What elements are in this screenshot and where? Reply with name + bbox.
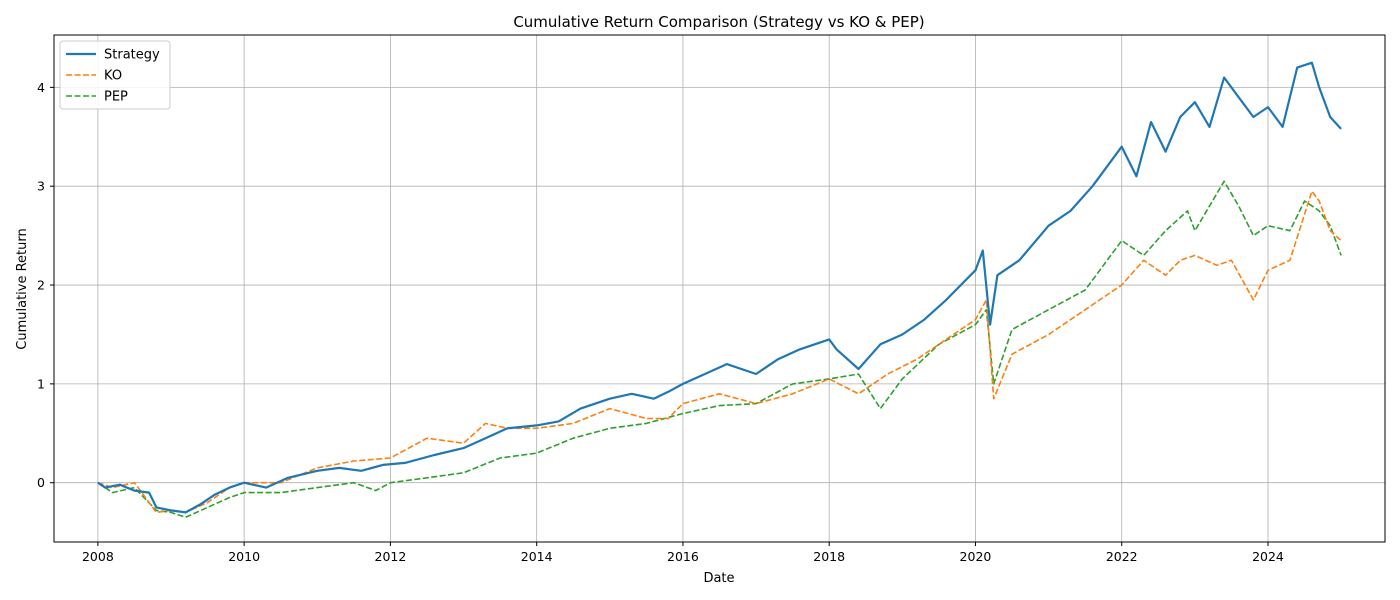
x-tick-label: 2020 (960, 549, 992, 564)
plot-frame (53, 34, 1386, 543)
legend-label-pep: PEP (104, 90, 128, 105)
legend-box (59, 40, 171, 110)
legend: Strategy KO PEP (59, 40, 171, 110)
x-tick-label: 2018 (813, 549, 845, 564)
x-tick-label: 2022 (1106, 549, 1138, 564)
series-lines (97, 61, 1342, 519)
x-tick-label: 2024 (1252, 549, 1284, 564)
y-tick-label: 2 (37, 278, 45, 293)
legend-label-strategy: Strategy (104, 48, 160, 63)
x-tick-label: 2014 (521, 549, 553, 564)
y-tick-label: 4 (37, 80, 45, 95)
chart-title: Cumulative Return Comparison (Strategy v… (513, 13, 924, 31)
legend-label-ko: KO (104, 69, 122, 84)
series-line-pep (97, 180, 1342, 519)
axis-ticks: 2008 2010 2012 2014 2016 2018 2020 2022 2024 0 1 2 3… (37, 80, 1284, 564)
x-tick-label: 2008 (82, 549, 114, 564)
x-tick-label: 2016 (667, 549, 699, 564)
y-axis-label: Cumulative Return (15, 228, 30, 349)
series-line-strategy (97, 61, 1342, 514)
y-tick-label: 3 (37, 179, 45, 194)
y-tick-label: 1 (37, 376, 45, 391)
series-line-ko (97, 190, 1342, 514)
x-tick-label: 2010 (228, 549, 260, 564)
grid (54, 35, 1385, 542)
x-tick-label: 2012 (375, 549, 407, 564)
x-axis-label: Date (703, 571, 734, 586)
y-tick-label: 0 (37, 475, 45, 490)
